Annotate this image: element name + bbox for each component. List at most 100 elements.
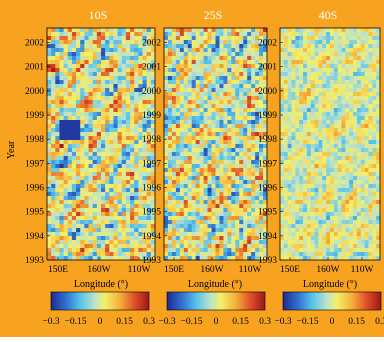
heatmap-cell	[247, 88, 252, 93]
heatmap-cell	[255, 60, 260, 65]
heatmap-cell	[203, 200, 208, 205]
heatmap-cell	[71, 224, 77, 229]
heatmap-cell	[376, 56, 381, 61]
heatmap-cell	[71, 160, 77, 165]
heatmap-cell	[164, 156, 169, 161]
heatmap-cell	[295, 192, 300, 197]
heatmap-cell	[239, 256, 244, 261]
heatmap-cell	[247, 240, 252, 245]
heatmap-cell	[80, 232, 85, 237]
heatmap-cell	[88, 36, 94, 41]
heatmap-cell	[84, 168, 89, 173]
heatmap-cell	[353, 96, 358, 101]
heatmap-cell	[134, 204, 139, 209]
heatmap-cell	[303, 64, 308, 69]
heatmap-cell	[227, 28, 232, 33]
heatmap-cell	[121, 224, 127, 229]
heatmap-cell	[92, 204, 98, 209]
heatmap-cell	[287, 120, 292, 125]
heatmap-cell	[187, 240, 193, 245]
heatmap-cell	[105, 124, 110, 129]
heatmap-cell	[326, 76, 331, 81]
heatmap-cell	[80, 68, 85, 73]
heatmap-cell	[263, 28, 268, 33]
heatmap-cell	[283, 76, 289, 81]
heatmap-cell	[142, 232, 148, 237]
heatmap-cell	[345, 144, 350, 149]
heatmap-cell	[263, 244, 268, 249]
heatmap-cell	[101, 212, 106, 217]
heatmap-cell	[318, 228, 323, 233]
heatmap-cell	[207, 176, 212, 181]
heatmap-cell	[195, 208, 201, 213]
heatmap-cell	[239, 244, 244, 249]
y-tick-label: 1996	[258, 184, 277, 194]
heatmap-cell	[219, 172, 224, 177]
heatmap-cell	[84, 200, 89, 205]
heatmap-cell	[125, 196, 131, 201]
heatmap-cell	[96, 116, 102, 121]
heatmap-cell	[187, 204, 193, 209]
heatmap-cell	[219, 176, 224, 181]
heatmap-cell	[337, 84, 342, 89]
heatmap-cell	[239, 112, 244, 117]
heatmap-cell	[171, 52, 177, 57]
heatmap-cell	[360, 128, 366, 133]
heatmap-cell	[227, 64, 232, 69]
heatmap-cell	[76, 124, 81, 129]
heatmap-cell	[76, 256, 81, 261]
heatmap-cell	[138, 236, 143, 241]
heatmap-cell	[243, 48, 248, 53]
heatmap-cell	[349, 80, 354, 85]
heatmap-cell	[167, 116, 173, 121]
heatmap-cell	[55, 240, 60, 245]
heatmap-cell	[134, 92, 139, 97]
heatmap-cell	[330, 52, 335, 57]
heatmap-cell	[171, 88, 177, 93]
heatmap-cell	[310, 52, 316, 57]
heatmap-cell	[349, 156, 354, 161]
heatmap-cell	[322, 152, 327, 157]
heatmap-cell	[76, 76, 81, 81]
heatmap-cell	[356, 184, 362, 189]
heatmap-cell	[299, 152, 304, 157]
heatmap-cell	[368, 76, 373, 81]
colorbar-tick-label: 0.3	[375, 317, 384, 327]
heatmap-cell	[211, 116, 216, 121]
heatmap-cell	[251, 256, 256, 261]
heatmap-cell	[353, 228, 358, 233]
heatmap-cell	[88, 112, 94, 117]
colorbar-tick-label: −0.15	[65, 317, 87, 327]
heatmap-cell	[195, 92, 201, 97]
heatmap-cell	[337, 244, 342, 249]
heatmap-cell	[187, 68, 193, 73]
heatmap-cell	[96, 224, 102, 229]
heatmap-cell	[195, 68, 201, 73]
heatmap-cell	[349, 204, 354, 209]
heatmap-cell	[259, 132, 264, 137]
heatmap-cell	[88, 208, 94, 213]
heatmap-cell	[283, 112, 289, 117]
heatmap-cell	[310, 188, 316, 193]
heatmap-cell	[349, 72, 354, 77]
heatmap-cell	[368, 80, 373, 85]
heatmap-cell	[195, 124, 201, 129]
heatmap-cell	[295, 208, 300, 213]
heatmap-cell	[314, 56, 319, 61]
heatmap-cell	[92, 212, 98, 217]
heatmap-cell	[280, 220, 285, 225]
heatmap-cell	[364, 172, 369, 177]
heatmap-cell	[187, 244, 193, 249]
heatmap-cell	[130, 36, 135, 41]
heatmap-cell	[356, 152, 362, 157]
heatmap-cell	[314, 112, 319, 117]
heatmap-cell	[142, 76, 148, 81]
heatmap-cell	[243, 76, 248, 81]
heatmap-cell	[255, 156, 260, 161]
heatmap-cell	[109, 256, 114, 261]
heatmap-cell	[349, 216, 354, 221]
heatmap-cell	[337, 168, 342, 173]
heatmap-cell	[195, 84, 201, 89]
heatmap-cell	[187, 252, 193, 257]
heatmap-cell	[310, 76, 316, 81]
